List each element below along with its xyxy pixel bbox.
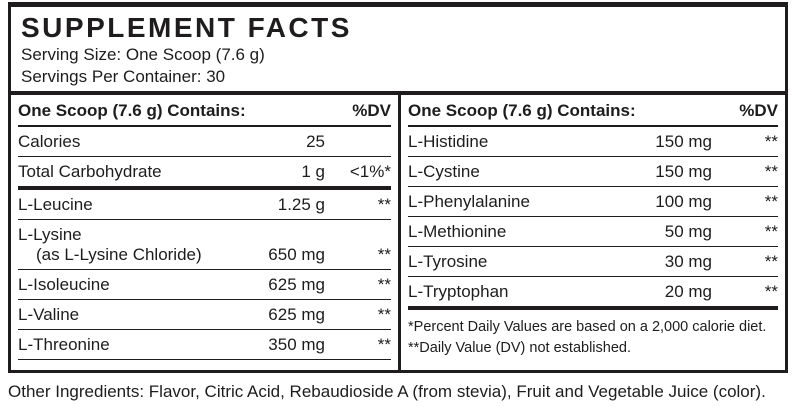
dv-label: %DV bbox=[352, 101, 391, 120]
nutrient-dv: ** bbox=[377, 335, 391, 354]
nutrient-name-main: Calories bbox=[18, 132, 81, 151]
footnotes: *Percent Daily Values are based on a 2,0… bbox=[408, 310, 778, 363]
nutrient-amount: 650 mg bbox=[268, 245, 325, 264]
nutrient-dv: ** bbox=[377, 275, 391, 294]
nutrient-name-main: L-Leucine bbox=[18, 195, 93, 214]
facts-column-left: One Scoop (7.6 g) Contains: %DV Calories… bbox=[11, 95, 398, 370]
nutrient-name-main: L-Lysine bbox=[18, 225, 82, 244]
nutrient-name: L-Tryptophan bbox=[408, 282, 616, 302]
label-header: SUPPLEMENT FACTS Serving Size: One Scoop… bbox=[11, 7, 785, 91]
nutrient-name-main: L-Histidine bbox=[408, 132, 489, 151]
nutrient-name-sub: (as L-Lysine Chloride) bbox=[36, 245, 202, 264]
nutrient-amount: 1 g bbox=[301, 162, 325, 181]
serving-size: Serving Size: One Scoop (7.6 g) bbox=[21, 45, 265, 64]
facts-box: SUPPLEMENT FACTS Serving Size: One Scoop… bbox=[8, 2, 788, 373]
nutrient-name-main: L-Valine bbox=[18, 305, 80, 324]
column-header: One Scoop (7.6 g) Contains: %DV bbox=[18, 95, 391, 127]
nutrient-name-main: L-Tyrosine bbox=[408, 252, 488, 271]
servings-per-container: Servings Per Container: 30 bbox=[21, 67, 226, 86]
table-row: L-Phenylalanine 100 mg ** bbox=[408, 187, 778, 217]
other-ingredients: Other Ingredients: Flavor, Citric Acid, … bbox=[8, 382, 766, 401]
nutrient-name: L-Phenylalanine bbox=[408, 192, 616, 212]
table-row: L-Leucine 1.25 g ** bbox=[18, 190, 391, 220]
footnote-percent-dv: *Percent Daily Values are based on a 2,0… bbox=[408, 319, 767, 335]
table-row: L-Histidine 150 mg ** bbox=[408, 127, 778, 157]
facts-column-right: One Scoop (7.6 g) Contains: %DV L-Histid… bbox=[398, 95, 785, 370]
table-row: L-Threonine 350 mg ** bbox=[18, 330, 391, 360]
nutrient-name-main: L-Tryptophan bbox=[408, 282, 509, 301]
nutrient-name: L-Leucine bbox=[18, 195, 229, 215]
table-row: L-Tryptophan 20 mg ** bbox=[408, 277, 778, 310]
table-row: Calories 25 bbox=[18, 127, 391, 157]
nutrient-dv: ** bbox=[377, 305, 391, 324]
nutrient-amount: 625 mg bbox=[268, 275, 325, 294]
nutrient-name-main: L-Methionine bbox=[408, 222, 507, 241]
nutrient-amount: 25 bbox=[306, 132, 325, 151]
facts-columns: One Scoop (7.6 g) Contains: %DV Calories… bbox=[11, 95, 785, 370]
nutrient-name-main: L-Cystine bbox=[408, 162, 480, 181]
nutrient-amount: 50 mg bbox=[664, 222, 712, 241]
table-row: L-Lysine (as L-Lysine Chloride) 650 mg *… bbox=[18, 220, 391, 270]
nutrient-name-main: L-Threonine bbox=[18, 335, 110, 354]
nutrient-amount: 350 mg bbox=[268, 335, 325, 354]
nutrient-amount: 625 mg bbox=[268, 305, 325, 324]
nutrient-dv: <1%* bbox=[349, 162, 391, 181]
nutrient-amount: 150 mg bbox=[655, 162, 712, 181]
label-title: SUPPLEMENT FACTS bbox=[21, 12, 352, 43]
nutrient-name: L-Valine bbox=[18, 305, 229, 325]
nutrient-amount: 30 mg bbox=[664, 252, 712, 271]
nutrient-name: L-Tyrosine bbox=[408, 252, 616, 272]
nutrient-name: Calories bbox=[18, 132, 229, 152]
nutrient-amount: 20 mg bbox=[664, 282, 712, 301]
nutrient-dv: ** bbox=[377, 195, 391, 214]
footnote-dv-not-established: **Daily Value (DV) not established. bbox=[408, 340, 631, 356]
nutrient-rows-left: Calories 25 Total Carbohydrate 1 g <1%* … bbox=[18, 127, 391, 360]
table-row: L-Tyrosine 30 mg ** bbox=[408, 247, 778, 277]
nutrient-rows-right: L-Histidine 150 mg ** L-Cystine 150 mg *… bbox=[408, 127, 778, 310]
nutrient-name-main: L-Phenylalanine bbox=[408, 192, 530, 211]
column-header: One Scoop (7.6 g) Contains: %DV bbox=[408, 95, 778, 127]
table-row: L-Isoleucine 625 mg ** bbox=[18, 270, 391, 300]
nutrient-amount: 100 mg bbox=[655, 192, 712, 211]
nutrient-dv: ** bbox=[764, 132, 778, 151]
contains-label: One Scoop (7.6 g) Contains: bbox=[408, 101, 636, 120]
table-row: L-Valine 625 mg ** bbox=[18, 300, 391, 330]
nutrient-name: L-Threonine bbox=[18, 335, 229, 355]
nutrient-name-main: L-Isoleucine bbox=[18, 275, 110, 294]
table-row: L-Methionine 50 mg ** bbox=[408, 217, 778, 247]
table-row: L-Cystine 150 mg ** bbox=[408, 157, 778, 187]
dv-label: %DV bbox=[739, 101, 778, 120]
nutrient-name: L-Isoleucine bbox=[18, 275, 229, 295]
nutrient-amount: 150 mg bbox=[655, 132, 712, 151]
header-divider-rule bbox=[11, 91, 785, 95]
nutrient-amount: 1.25 g bbox=[277, 195, 325, 214]
nutrient-dv: ** bbox=[764, 282, 778, 301]
table-row: Total Carbohydrate 1 g <1%* bbox=[18, 157, 391, 190]
nutrient-dv: ** bbox=[764, 162, 778, 181]
nutrient-name: L-Cystine bbox=[408, 162, 616, 182]
nutrient-name-main: Total Carbohydrate bbox=[18, 162, 162, 181]
nutrient-name: L-Lysine (as L-Lysine Chloride) bbox=[18, 225, 229, 265]
nutrient-dv: ** bbox=[377, 245, 391, 264]
nutrient-dv: ** bbox=[764, 252, 778, 271]
contains-label: One Scoop (7.6 g) Contains: bbox=[18, 101, 246, 120]
nutrient-dv: ** bbox=[764, 192, 778, 211]
nutrient-name: L-Histidine bbox=[408, 132, 616, 152]
nutrient-dv: ** bbox=[764, 222, 778, 241]
nutrient-name: L-Methionine bbox=[408, 222, 616, 242]
nutrient-name: Total Carbohydrate bbox=[18, 162, 229, 182]
